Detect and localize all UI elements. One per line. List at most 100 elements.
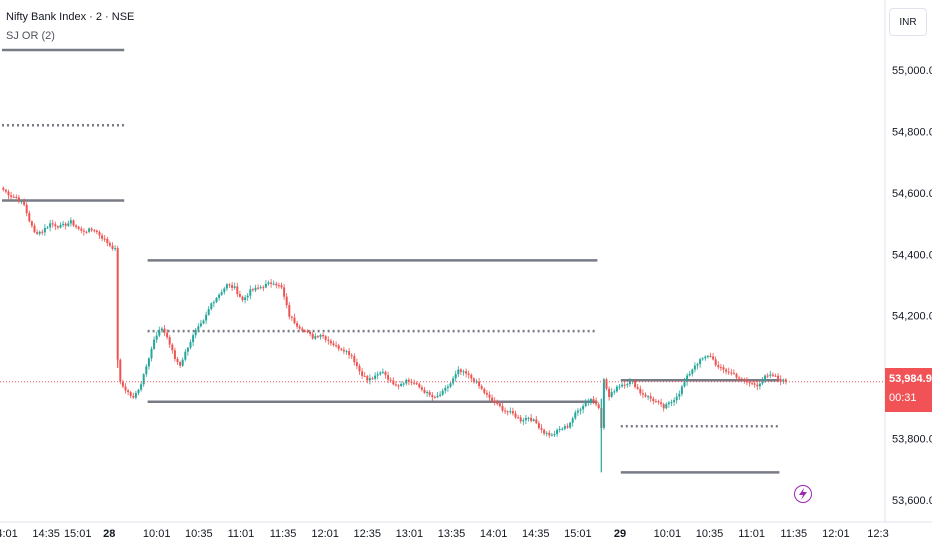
candle [696, 362, 699, 370]
time-tick-label: 10:01 [143, 528, 171, 540]
candle [576, 408, 579, 416]
last-price-value: 53,984.90 [889, 372, 932, 385]
candle [129, 390, 132, 399]
candle [311, 331, 314, 340]
candle [77, 225, 80, 231]
candle [527, 416, 530, 422]
candle [298, 324, 301, 330]
candle [452, 375, 455, 386]
candle [714, 356, 717, 367]
candle [272, 280, 275, 286]
indicator-label[interactable]: SJ OR (2) [6, 30, 55, 42]
price-tick-label: 55,000.00 [892, 65, 932, 77]
candle [293, 313, 296, 325]
candle [33, 223, 36, 234]
candle [285, 293, 288, 309]
candle [699, 357, 702, 368]
currency-button[interactable]: INR [889, 8, 927, 36]
candle [530, 413, 533, 423]
bar-countdown: 00:31 [889, 391, 917, 404]
candle [119, 358, 122, 385]
candle [225, 283, 228, 291]
candle [132, 392, 135, 399]
candle [712, 352, 715, 361]
time-tick-label: 14:35 [32, 528, 60, 540]
candle [618, 383, 621, 390]
candle [137, 388, 140, 396]
candle [371, 376, 374, 380]
candle [2, 186, 5, 192]
candle [218, 293, 221, 301]
candle [725, 367, 728, 375]
chart-title[interactable]: Nifty Bank Index · 2 · NSE [6, 11, 135, 23]
candle [101, 233, 104, 242]
candle [649, 392, 652, 403]
candle [376, 371, 379, 380]
candle [324, 335, 327, 343]
candle [108, 240, 111, 248]
time-tick-label: 12:01 [311, 528, 339, 540]
candle [155, 331, 158, 343]
candle [270, 279, 273, 288]
candle [665, 402, 668, 410]
candle [355, 358, 358, 370]
candle [262, 285, 265, 292]
candle [353, 353, 356, 366]
time-tick-label: 29 [614, 528, 626, 540]
candle [511, 407, 514, 416]
candle [314, 333, 317, 340]
candle [150, 346, 153, 362]
candle [88, 227, 91, 234]
candle [535, 416, 538, 425]
candle [280, 282, 283, 290]
candle [644, 392, 647, 398]
candle [163, 324, 166, 336]
time-tick-label: 28 [103, 528, 115, 540]
candle [569, 421, 572, 430]
candle [582, 403, 585, 414]
price-tick-label: 54,600.00 [892, 188, 932, 200]
price-tick-label: 53,800.00 [892, 434, 932, 446]
candle [545, 431, 548, 437]
candle [124, 383, 127, 394]
candle [301, 326, 304, 333]
candle [459, 368, 462, 376]
candle [402, 381, 405, 387]
candle [228, 283, 231, 288]
candle [257, 284, 260, 290]
candle [667, 400, 670, 408]
time-tick-label: 13:35 [438, 528, 466, 540]
time-tick-label: 15:01 [64, 528, 92, 540]
price-tick-label: 54,200.00 [892, 311, 932, 323]
candle [774, 373, 777, 377]
candle [329, 338, 332, 346]
candle [426, 390, 429, 397]
candle [142, 373, 145, 387]
candle [626, 382, 629, 388]
time-tick-label: 10:35 [185, 528, 213, 540]
candle [418, 382, 421, 389]
candle [290, 315, 293, 321]
candle [186, 346, 189, 356]
candle [358, 363, 361, 375]
candle [433, 395, 436, 399]
candle [688, 370, 691, 377]
candle [194, 328, 197, 339]
candle [192, 333, 195, 346]
candle [740, 377, 743, 380]
candle [153, 336, 156, 350]
time-tick-label: 11:35 [270, 528, 297, 540]
candle [67, 220, 70, 228]
lightning-bolt-icon[interactable] [794, 485, 812, 503]
candle [753, 379, 756, 388]
candle [345, 349, 348, 355]
candle [732, 369, 735, 375]
candle [10, 191, 13, 200]
candle [361, 368, 364, 379]
candle [670, 399, 673, 407]
candle [673, 397, 676, 406]
candle [205, 311, 208, 325]
candle [704, 355, 707, 361]
candle [727, 367, 730, 375]
